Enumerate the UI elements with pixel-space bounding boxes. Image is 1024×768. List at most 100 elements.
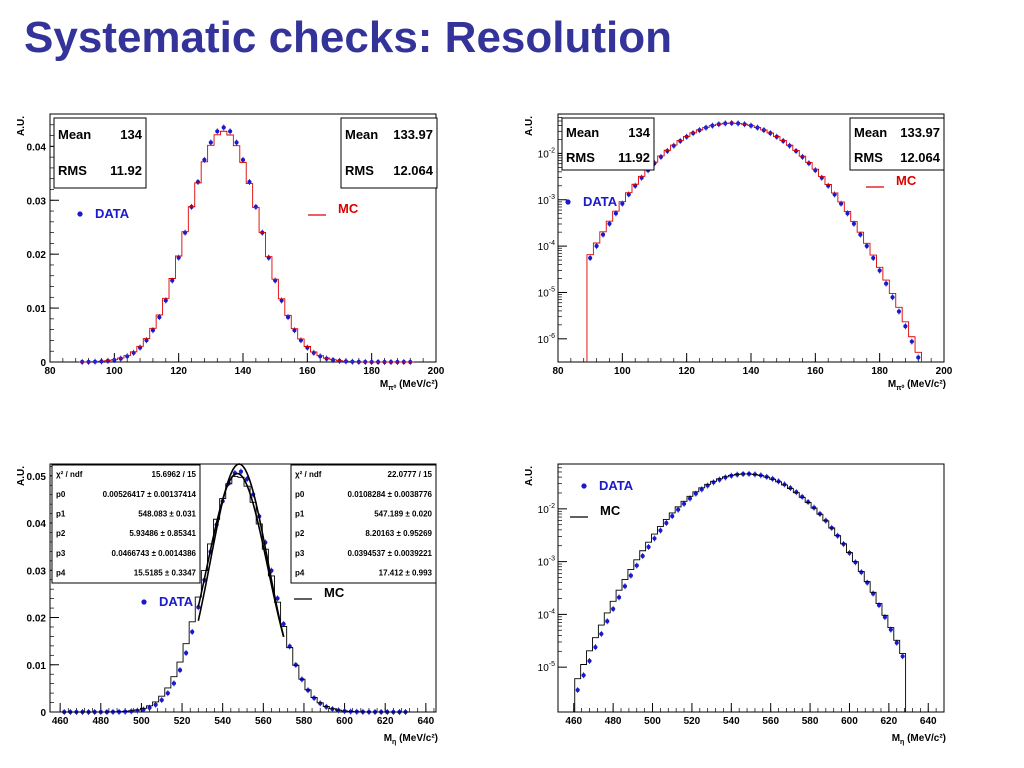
- data-point: [903, 324, 908, 329]
- x-tick-label: 160: [807, 366, 824, 377]
- data-point: [147, 705, 152, 710]
- legend-data-label: DATA: [159, 594, 194, 609]
- x-axis-label: Mη (MeV/c²): [892, 733, 946, 746]
- chart-eta-log: 460 480 500 520 540 560 580 600 620 640 10-2 10-3 10…: [524, 463, 946, 746]
- data-point: [305, 688, 311, 693]
- y-tick-label: 0.02: [27, 250, 47, 261]
- data-point: [776, 479, 781, 484]
- data-point: [587, 658, 592, 664]
- data-point: [279, 298, 284, 303]
- fit-param-value: 17.412 ± 0.993: [379, 569, 433, 578]
- legend-mc-label: MC: [600, 503, 621, 518]
- fit-box-data: [51, 464, 201, 584]
- fit-param-value: 8.20163 ± 0.95269: [365, 529, 432, 538]
- stats-box-data: [53, 117, 147, 189]
- x-tick-label: 580: [296, 716, 313, 727]
- data-point: [177, 668, 183, 673]
- series-mc-step: [586, 122, 922, 362]
- data-point: [890, 295, 895, 300]
- data-point: [676, 507, 681, 512]
- y-tick-label: 10-6: [538, 333, 555, 346]
- data-point: [190, 629, 195, 634]
- data-point: [871, 255, 876, 261]
- x-tick-label: 520: [684, 716, 701, 727]
- fit-param-value: 15.6962 / 15: [152, 470, 197, 479]
- y-tick-label: 10-2: [538, 147, 555, 160]
- data-point: [782, 482, 787, 487]
- data-point: [131, 350, 136, 355]
- x-tick-label: 120: [170, 366, 187, 377]
- fit-param-value: 548.083 ± 0.031: [138, 510, 196, 519]
- data-point: [859, 570, 864, 575]
- x-tick-label: 500: [133, 716, 150, 727]
- fit-param-value: 0.0466743 ± 0.0014386: [112, 549, 197, 558]
- x-tick-label: 180: [363, 366, 380, 377]
- data-point: [646, 544, 651, 550]
- data-point: [588, 255, 593, 261]
- series-mc-step: [61, 476, 409, 713]
- data-point: [234, 140, 239, 145]
- data-point: [215, 129, 220, 134]
- data-point: [633, 183, 638, 188]
- data-point: [896, 309, 902, 314]
- data-point: [240, 157, 246, 162]
- data-point: [877, 268, 882, 273]
- data-point: [129, 709, 134, 714]
- stats-rms-value: 11.92: [618, 150, 650, 165]
- x-tick-label: 600: [336, 716, 353, 727]
- data-point: [634, 563, 639, 568]
- data-point: [599, 631, 604, 637]
- data-point: [800, 494, 805, 499]
- fit-param-value: 22.0777 / 15: [388, 470, 433, 479]
- fit-param-value: 0.0394537 ± 0.0039221: [348, 549, 433, 558]
- x-tick-label: 120: [678, 366, 695, 377]
- x-tick-label: 140: [743, 366, 760, 377]
- data-point: [800, 154, 805, 159]
- y-tick-label: 10-4: [538, 608, 555, 621]
- data-point: [916, 355, 921, 360]
- data-point: [670, 513, 675, 519]
- legend-mc-label: MC: [896, 173, 917, 188]
- data-point: [208, 140, 213, 145]
- data-point: [628, 573, 633, 578]
- stats-mean-label: Mean: [854, 125, 887, 140]
- data-point: [616, 595, 622, 600]
- data-point: [888, 627, 893, 632]
- y-tick-label: 10-5: [538, 286, 555, 299]
- data-point: [238, 469, 244, 474]
- data-point: [717, 477, 722, 482]
- x-tick-label: 600: [841, 716, 858, 727]
- x-tick-label: 480: [605, 716, 622, 727]
- fit-param-value: 15.5185 ± 0.3347: [134, 569, 197, 578]
- data-point: [144, 338, 149, 343]
- y-tick-label: 10-4: [538, 240, 555, 253]
- data-point: [118, 356, 123, 361]
- data-point: [318, 354, 323, 359]
- data-point: [600, 232, 606, 237]
- fit-param-name: p0: [56, 490, 66, 499]
- data-point: [594, 243, 599, 249]
- data-point: [793, 148, 799, 154]
- chart-pi0-log: 80 100 120 140 160 180 200 10-2 10-3 10-4 10-5 10-6…: [524, 113, 953, 392]
- fit-param-value: 0.0108284 ± 0.0038776: [348, 490, 433, 499]
- y-tick-label: 0.01: [27, 304, 47, 315]
- data-point: [794, 490, 799, 495]
- stats-rms-value: 12.064: [900, 150, 941, 165]
- data-point: [613, 211, 618, 216]
- data-point: [894, 640, 899, 645]
- data-point: [788, 485, 793, 491]
- x-tick-label: 640: [920, 716, 937, 727]
- data-point: [125, 354, 130, 359]
- data-point: [292, 328, 297, 333]
- stats-box-data: [561, 117, 655, 171]
- data-point: [681, 501, 687, 506]
- data-point: [806, 161, 811, 166]
- x-tick-label: 80: [552, 366, 564, 377]
- fit-box-mc: [290, 464, 437, 584]
- x-tick-label: 460: [565, 716, 582, 727]
- x-tick-label: 460: [52, 716, 69, 727]
- x-tick-label: 540: [214, 716, 231, 727]
- stats-rms-label: RMS: [58, 163, 87, 178]
- data-point: [163, 298, 168, 303]
- data-point: [626, 192, 631, 197]
